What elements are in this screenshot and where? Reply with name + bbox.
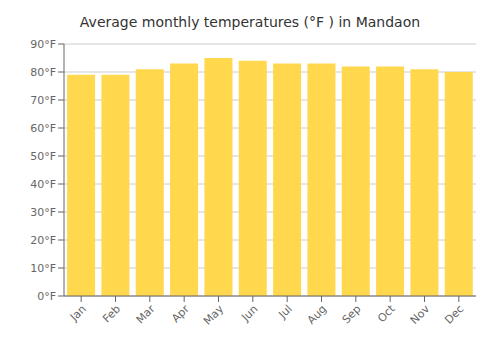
svg-text:Sep: Sep <box>340 302 364 326</box>
svg-text:Jul: Jul <box>276 302 295 321</box>
svg-text:May: May <box>201 302 227 328</box>
svg-text:0°F: 0°F <box>37 290 56 303</box>
svg-text:40°F: 40°F <box>30 178 56 191</box>
svg-text:30°F: 30°F <box>30 206 56 219</box>
svg-text:10°F: 10°F <box>30 262 56 275</box>
svg-text:Mar: Mar <box>134 302 158 326</box>
svg-text:Nov: Nov <box>408 302 433 327</box>
svg-text:80°F: 80°F <box>30 66 56 79</box>
svg-text:Dec: Dec <box>442 302 466 326</box>
svg-text:Jun: Jun <box>238 302 260 324</box>
svg-text:Jan: Jan <box>67 302 89 324</box>
svg-text:Feb: Feb <box>100 302 123 325</box>
svg-text:20°F: 20°F <box>30 234 56 247</box>
svg-text:Apr: Apr <box>169 302 192 325</box>
svg-text:90°F: 90°F <box>30 38 56 51</box>
svg-text:60°F: 60°F <box>30 122 56 135</box>
svg-text:Oct: Oct <box>375 302 398 325</box>
svg-text:70°F: 70°F <box>30 94 56 107</box>
svg-text:50°F: 50°F <box>30 150 56 163</box>
svg-text:Aug: Aug <box>305 302 329 326</box>
html-text:Average monthly temperatures (: Average monthly temperatures (°F ) in Ma… <box>79 14 421 30</box>
